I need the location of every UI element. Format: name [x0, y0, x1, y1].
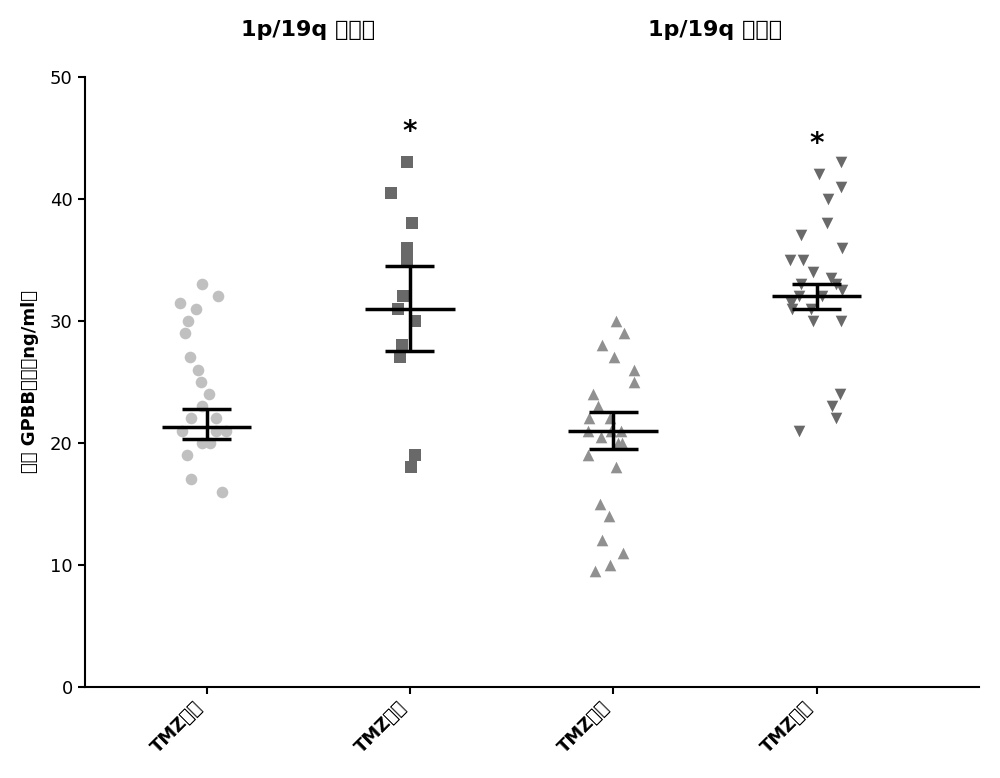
Text: 1p/19q 野生型: 1p/19q 野生型 [648, 20, 782, 40]
Point [174, 425, 190, 437]
Point [194, 278, 210, 290]
Point [833, 180, 849, 193]
Point [392, 351, 408, 363]
Point [613, 425, 629, 437]
Point [395, 290, 411, 303]
Text: *: * [403, 117, 417, 145]
Point [202, 436, 218, 449]
Point [180, 314, 196, 327]
Point [828, 278, 844, 290]
Point [208, 412, 224, 425]
Point [177, 327, 193, 339]
Point [179, 449, 195, 461]
Text: 1p/19q 共缺失: 1p/19q 共缺失 [241, 20, 375, 40]
Point [823, 272, 839, 284]
Point [183, 473, 199, 485]
Point [210, 290, 226, 303]
Point [834, 284, 850, 296]
Point [404, 217, 420, 230]
Point [791, 290, 807, 303]
Text: *: * [809, 130, 824, 158]
Point [615, 546, 631, 559]
Point [208, 425, 224, 437]
Point [585, 388, 601, 401]
Point [784, 303, 800, 315]
Point [183, 412, 199, 425]
Point [190, 363, 206, 376]
Point [614, 436, 630, 449]
Point [214, 485, 230, 498]
Point [834, 241, 850, 254]
Point [608, 461, 624, 474]
Point [399, 241, 415, 254]
Point [805, 314, 821, 327]
Point [828, 412, 844, 425]
Point [399, 254, 415, 266]
Point [616, 327, 632, 339]
Point [811, 168, 827, 180]
Point [833, 314, 849, 327]
Point [182, 351, 198, 363]
Point [592, 498, 608, 510]
Point [390, 303, 406, 315]
Point [608, 314, 624, 327]
Point [603, 425, 619, 437]
Point [594, 534, 610, 547]
Point [832, 388, 848, 401]
Point [793, 278, 809, 290]
Point [814, 290, 830, 303]
Point [610, 436, 626, 449]
Point [602, 559, 618, 571]
Point [587, 565, 603, 577]
Point [626, 376, 642, 388]
Point [803, 303, 819, 315]
Point [383, 187, 399, 199]
Point [783, 296, 799, 309]
Point [820, 193, 836, 205]
Point [593, 430, 609, 443]
Y-axis label: 血浆 GPBB浓度（ng/ml）: 血浆 GPBB浓度（ng/ml） [21, 290, 39, 473]
Point [824, 400, 840, 412]
Point [188, 303, 204, 315]
Point [407, 314, 423, 327]
Point [791, 425, 807, 437]
Point [193, 376, 209, 388]
Point [194, 436, 210, 449]
Point [399, 156, 415, 168]
Point [590, 400, 606, 412]
Point [201, 388, 217, 401]
Point [805, 266, 821, 279]
Point [833, 156, 849, 168]
Point [394, 339, 410, 352]
Point [403, 461, 419, 474]
Point [626, 363, 642, 376]
Point [601, 510, 617, 522]
Point [795, 254, 811, 266]
Point [581, 412, 597, 425]
Point [602, 412, 618, 425]
Point [580, 425, 596, 437]
Point [793, 230, 809, 242]
Point [782, 254, 798, 266]
Point [606, 351, 622, 363]
Point [194, 400, 210, 412]
Point [218, 425, 234, 437]
Point [580, 449, 596, 461]
Point [819, 217, 835, 230]
Point [172, 296, 188, 309]
Point [594, 339, 610, 352]
Point [407, 449, 423, 461]
